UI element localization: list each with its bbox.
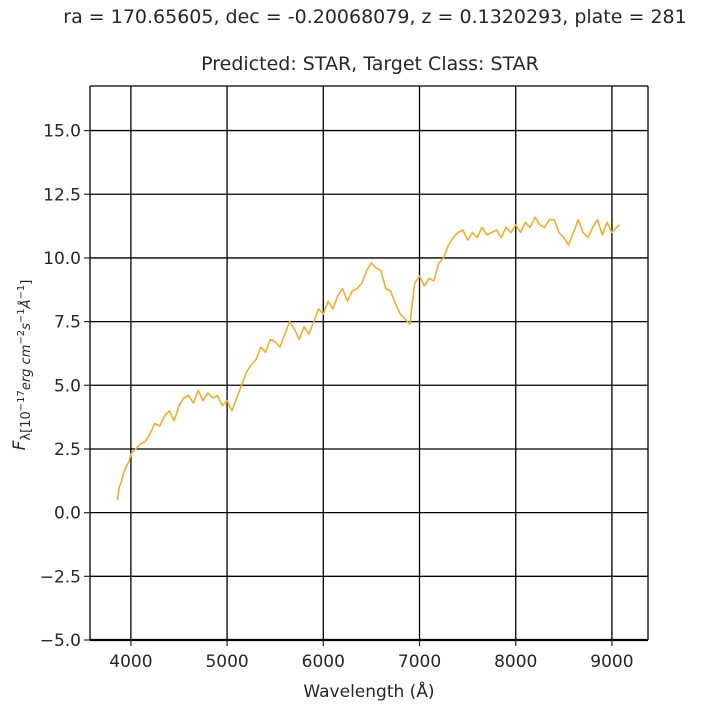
grid-lines xyxy=(90,86,648,641)
y-axis-label-sup1: −17 xyxy=(16,390,27,411)
chart-title: Predicted: STAR, Target Class: STAR xyxy=(201,53,539,75)
x-tick-label: 8000 xyxy=(494,652,537,672)
y-tick-label: 0.0 xyxy=(54,504,81,524)
y-tick-label: 10.0 xyxy=(43,249,81,269)
plot-frame xyxy=(89,85,649,642)
y-tick-label: 5.0 xyxy=(54,376,81,396)
y-axis-label-mid2: s xyxy=(19,323,34,330)
x-tick-label: 6000 xyxy=(302,652,345,672)
x-tick-label: 7000 xyxy=(398,652,441,672)
x-axis-ticks: 4000 5000 6000 7000 8000 9000 xyxy=(109,640,634,672)
y-axis-label-suffix: ] xyxy=(19,280,34,285)
y-axis-label-sup2: −2 xyxy=(16,330,27,345)
x-tick-label: 9000 xyxy=(590,652,633,672)
y-axis-label-mid3: Å xyxy=(18,299,34,309)
y-tick-label: 12.5 xyxy=(43,185,81,205)
x-tick-label: 5000 xyxy=(205,652,248,672)
y-tick-label: −2.5 xyxy=(40,567,81,587)
y-axis-label-sup4: −1 xyxy=(16,285,27,300)
y-tick-label: 2.5 xyxy=(54,440,81,460)
chart-suptitle: ra = 170.65605, dec = -0.20068079, z = 0… xyxy=(63,6,686,28)
y-axis-label-main: F xyxy=(10,440,30,450)
spectrum-line xyxy=(116,216,621,501)
y-tick-label: −5.0 xyxy=(40,631,81,651)
y-axis-label-sub-prefix: λ[10 xyxy=(19,411,34,440)
y-axis-label: Fλ[10−17erg cm−2s−1Å−1] xyxy=(10,280,34,451)
series-layer xyxy=(116,216,621,501)
y-tick-label: 15.0 xyxy=(43,122,81,142)
y-axis-ticks: −5.0 −2.5 0.0 2.5 5.0 7.5 10.0 12.5 15.0 xyxy=(40,122,90,651)
x-axis-label: Wavelength (Å) xyxy=(303,680,434,702)
y-axis-label-mid1: erg cm xyxy=(19,345,34,391)
y-axis-label-sup3: −1 xyxy=(16,308,27,323)
y-tick-label: 7.5 xyxy=(54,313,81,333)
x-tick-label: 4000 xyxy=(109,652,152,672)
